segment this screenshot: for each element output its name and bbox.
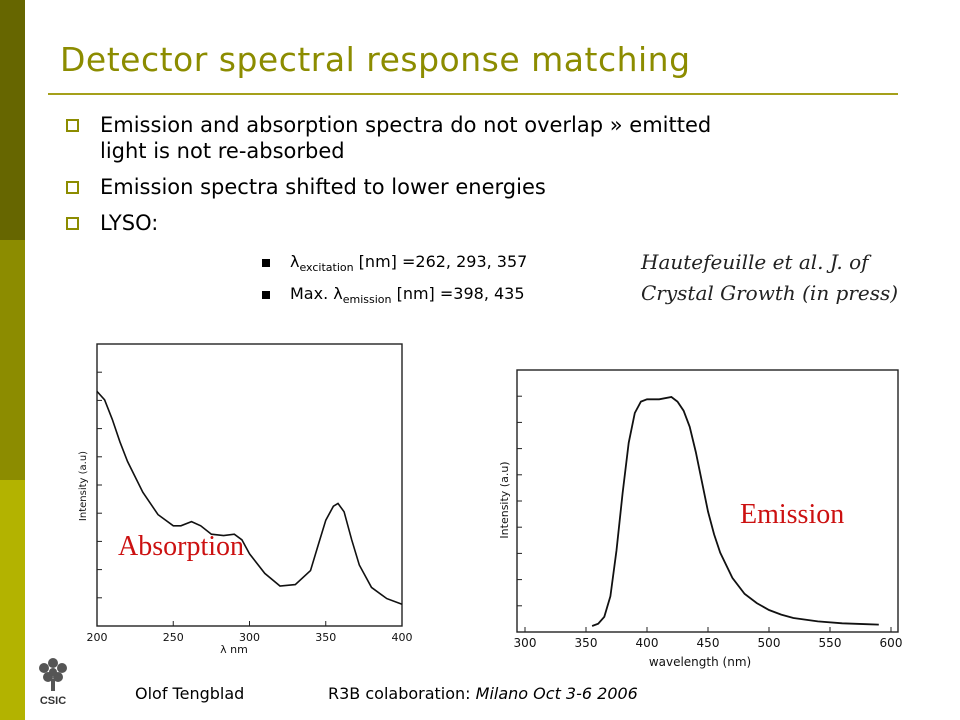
sidebar-band-bottom: [0, 480, 25, 720]
y-axis-label: Intensity (a.u): [78, 451, 89, 521]
lambda-symbol: λ: [333, 284, 343, 304]
absorption-label: Absorption: [118, 531, 244, 562]
x-tick-label: 250: [163, 631, 184, 644]
x-tick-label: 450: [697, 636, 720, 650]
x-tick-label: 400: [392, 631, 413, 644]
x-tick-label: 200: [87, 631, 108, 644]
lambda-symbol: λ: [290, 252, 300, 271]
bullet-item: Emission and absorption spectra do not o…: [66, 112, 711, 164]
title-divider: [48, 93, 898, 95]
csic-logo: CSIC: [39, 658, 67, 707]
reference-line: Crystal Growth (in press): [641, 281, 899, 305]
sidebar-band-top: [0, 0, 25, 240]
sub-bullet-prefix: Max.: [290, 284, 334, 304]
logo-text: CSIC: [40, 695, 66, 707]
x-tick-label: 550: [819, 636, 842, 650]
x-axis-label: λ nm: [220, 643, 248, 656]
slide-title: Detector spectral response matching: [60, 40, 691, 79]
x-axis-label: wavelength (nm): [649, 655, 751, 669]
bullet-item: LYSO:: [66, 210, 711, 236]
bullet-list: Emission and absorption spectra do not o…: [66, 112, 711, 246]
emission-series-line: [591, 396, 879, 627]
x-tick-label: 400: [636, 636, 659, 650]
hollow-square-bullet-icon: [66, 217, 79, 230]
absorption-chart: 200 250 300 350 400 Intensity (a.u) λ nm: [78, 343, 413, 656]
sub-bullet-list: λexcitation [nm] =262, 293, 357 Max. λem…: [262, 249, 527, 313]
sub-bullet-excitation: λexcitation [nm] =262, 293, 357: [262, 249, 527, 281]
lambda-subscript: emission: [342, 293, 392, 307]
x-tick-label: 300: [239, 631, 260, 644]
lambda-subscript: excitation: [299, 261, 354, 275]
filled-square-bullet-icon: [262, 291, 270, 300]
footer-author: Olof Tengblad: [135, 684, 245, 703]
x-tick-label: 350: [575, 636, 598, 650]
emission-label: Emission: [740, 499, 845, 530]
bullet-text-continued: light is not re-absorbed: [100, 139, 345, 163]
absorption-series-line: [96, 390, 403, 605]
footer-event-details: Milano Oct 3-6 2006: [475, 684, 638, 703]
bullet-text: Emission and absorption spectra do not o…: [100, 113, 712, 137]
reference-line: Hautefeuille et al. J. of: [641, 250, 869, 274]
sub-bullet-emission: Max. λemission [nm] =398, 435: [262, 281, 527, 313]
sidebar-band-middle: [0, 240, 25, 480]
hollow-square-bullet-icon: [66, 181, 79, 194]
x-tick-label: 350: [315, 631, 336, 644]
y-axis-label: Intensity (a.u): [498, 461, 511, 538]
bullet-item: Emission spectra shifted to lower energi…: [66, 174, 711, 200]
hollow-square-bullet-icon: [66, 119, 79, 132]
filled-square-bullet-icon: [262, 259, 270, 267]
x-tick-label: 600: [880, 636, 903, 650]
x-tick-label: 300: [514, 636, 537, 650]
x-tick-label: 500: [758, 636, 781, 650]
sub-bullet-text: [nm] =262, 293, 357: [353, 252, 528, 271]
footer-event: R3B colaboration: Milano Oct 3-6 2006: [328, 684, 638, 703]
bullet-text: Emission spectra shifted to lower energi…: [100, 175, 546, 199]
plot-frame: [96, 343, 403, 627]
emission-chart: 300 350 400 450 500 550 600 Intensity (a.u) wa…: [498, 369, 903, 669]
reference-citation: Hautefeuille et al. J. of Crystal Growth…: [641, 247, 898, 309]
footer-event-prefix: R3B colaboration:: [328, 684, 476, 703]
bullet-text: LYSO:: [100, 211, 159, 235]
sub-bullet-text: [nm] =398, 435: [391, 284, 525, 304]
